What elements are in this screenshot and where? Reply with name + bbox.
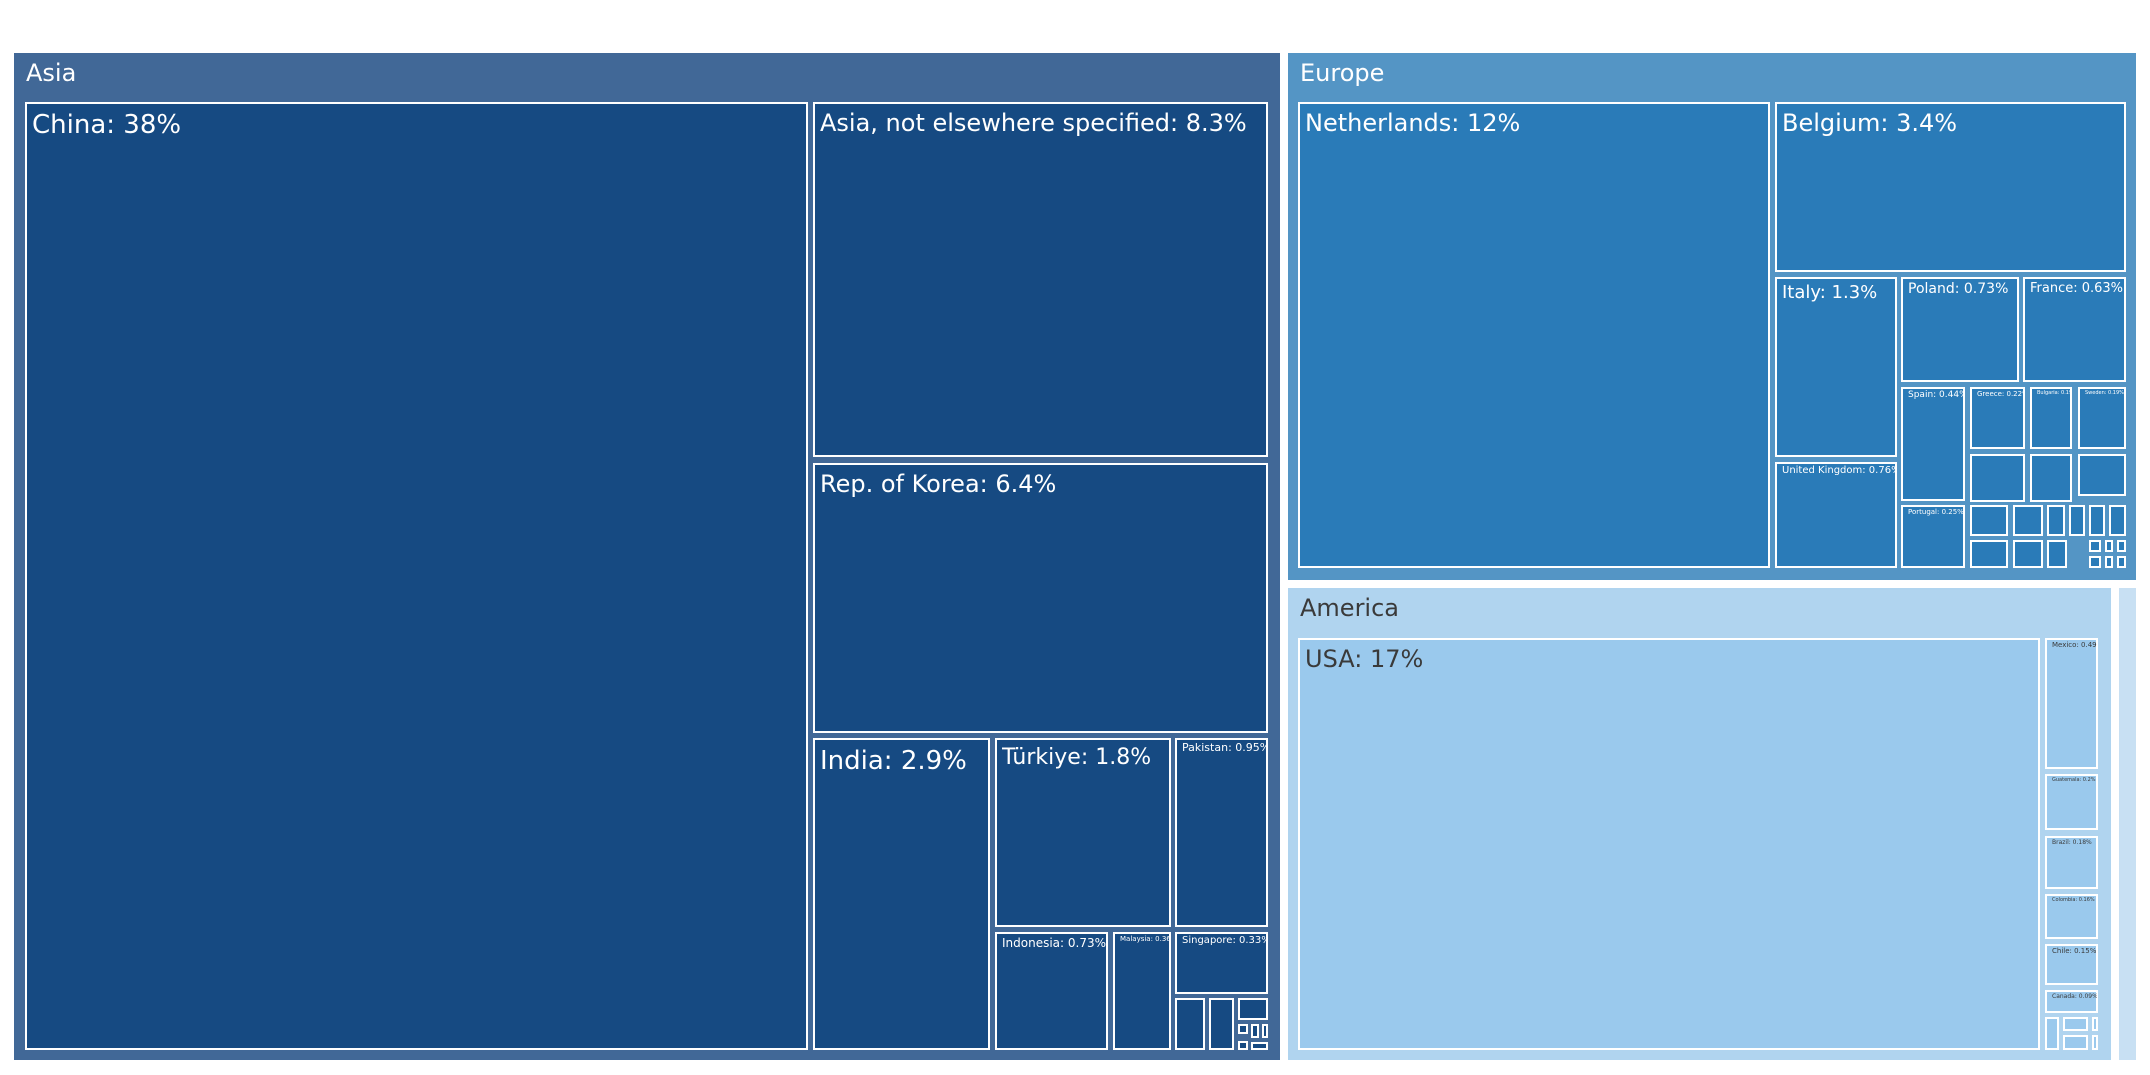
treemap-small-cell: [2089, 540, 2101, 552]
treemap-cell: [995, 738, 1171, 927]
treemap-small-cell: [1238, 1024, 1248, 1034]
treemap-small-cell: [1175, 998, 1205, 1050]
treemap-cell: [2030, 387, 2072, 449]
treemap-cell: [1113, 932, 1171, 1050]
treemap-cell-label: Canada: 0.09%: [2052, 993, 2097, 1000]
treemap-cell: [995, 932, 1108, 1050]
treemap-small-cell: [1251, 1042, 1268, 1050]
treemap-cell-label: Netherlands: 12%: [1305, 109, 1521, 138]
treemap-cell: [813, 463, 1268, 733]
treemap-cell: [2045, 944, 2098, 985]
treemap-cell-label: Indonesia: 0.73%: [1002, 935, 1107, 950]
treemap-small-cell: [2045, 1017, 2059, 1050]
treemap-small-cell: [2063, 1035, 2088, 1050]
treemap-cell-label: Pakistan: 0.95%: [1182, 741, 1267, 755]
treemap-cell: [1298, 102, 1770, 568]
treemap-small-cell: [1970, 454, 2025, 502]
treemap-cell-label: Poland: 0.73%: [1908, 281, 2009, 298]
treemap-small-cell: [2105, 556, 2113, 568]
treemap-cell-label: Chile: 0.15%: [2052, 947, 2097, 955]
region-label: America: [1300, 594, 1399, 622]
treemap-small-cell: [1238, 998, 1268, 1020]
treemap-cell: [2045, 990, 2098, 1013]
treemap-small-cell: [2069, 505, 2085, 536]
treemap-small-cell: [2089, 505, 2105, 536]
treemap-cell: [813, 102, 1268, 457]
treemap-cell-label: Bulgaria: 0.19%: [2037, 390, 2071, 396]
treemap-cell: [1901, 387, 1965, 501]
treemap-small-cell: [1970, 540, 2008, 568]
treemap-cell: [1175, 738, 1268, 927]
treemap-small-cell: [2047, 505, 2065, 536]
treemap-cell: [1775, 277, 1897, 457]
treemap-cell: [2045, 638, 2098, 769]
region-other: [2119, 588, 2136, 1060]
treemap-cell-label: India: 2.9%: [820, 745, 967, 776]
treemap-cell-label: Italy: 1.3%: [1782, 282, 1878, 304]
treemap-cell: [1901, 277, 2019, 382]
treemap-cell-label: Mexico: 0.49%: [2052, 641, 2097, 649]
treemap-cell-label: Spain: 0.44%: [1908, 390, 1964, 400]
treemap-cell: [1970, 387, 2025, 449]
treemap-cell-label: Colombia: 0.16%: [2052, 897, 2095, 903]
treemap-small-cell: [2078, 454, 2126, 496]
treemap-small-cell: [2013, 540, 2043, 568]
treemap-cell: [25, 102, 808, 1050]
treemap-cell-label: Portugal: 0.25%: [1908, 508, 1964, 516]
treemap-cell: [2045, 774, 2098, 830]
treemap-small-cell: [2117, 540, 2126, 552]
treemap-cell-label: Malaysia: 0.36%: [1120, 935, 1170, 943]
treemap-small-cell: [2063, 1017, 2088, 1031]
treemap-small-cell: [2117, 556, 2126, 568]
treemap-cell-label: Greece: 0.22%: [1977, 390, 2024, 398]
treemap-small-cell: [2047, 540, 2067, 568]
treemap-cell-label: Belgium: 3.4%: [1782, 109, 1958, 138]
treemap-cell-label: USA: 17%: [1305, 645, 1424, 674]
treemap-small-cell: [2030, 454, 2072, 502]
treemap-cell-label: Guatemala: 0.2%: [2052, 777, 2096, 783]
treemap-small-cell: [2105, 540, 2113, 552]
treemap-cell-label: United Kingdom: 0.76%: [1782, 465, 1896, 476]
treemap-cell: [813, 738, 990, 1050]
treemap-small-cell: [1970, 505, 2008, 536]
treemap-cell: [2045, 894, 2098, 939]
treemap-small-cell: [1209, 998, 1234, 1050]
treemap-cell-label: Sweden: 0.19%: [2085, 390, 2124, 396]
treemap-cell: [1298, 638, 2040, 1050]
treemap-cell-label: Brazil: 0.18%: [2052, 839, 2092, 846]
treemap-small-cell: [2109, 505, 2126, 536]
treemap-small-cell: [1238, 1041, 1248, 1050]
treemap-small-cell: [1251, 1024, 1259, 1038]
treemap-cell: [2078, 387, 2126, 449]
treemap-cell: [1901, 505, 1965, 568]
treemap-cell: [1175, 932, 1268, 994]
treemap-cell-label: Türkiye: 1.8%: [1002, 744, 1152, 770]
treemap-cell-label: France: 0.63%: [2030, 280, 2124, 296]
treemap-small-cell: [1262, 1024, 1268, 1038]
treemap-cell: [1775, 102, 2126, 272]
treemap-small-cell: [2092, 1017, 2098, 1031]
treemap-small-cell: [2092, 1035, 2098, 1050]
treemap-cell-label: China: 38%: [32, 109, 182, 140]
treemap-cell-label: Singapore: 0.33%: [1182, 935, 1267, 946]
treemap-cell-label: Rep. of Korea: 6.4%: [820, 470, 1057, 499]
treemap-cell: [2023, 277, 2126, 382]
treemap-small-cell: [2089, 556, 2101, 568]
treemap-cell: [1775, 462, 1897, 568]
region-label: Asia: [26, 59, 77, 87]
treemap-cell: [2045, 836, 2098, 889]
region-label: Europe: [1300, 59, 1385, 87]
treemap-small-cell: [2013, 505, 2043, 536]
treemap-cell-label: Asia, not elsewhere specified: 8.3%: [820, 109, 1247, 138]
